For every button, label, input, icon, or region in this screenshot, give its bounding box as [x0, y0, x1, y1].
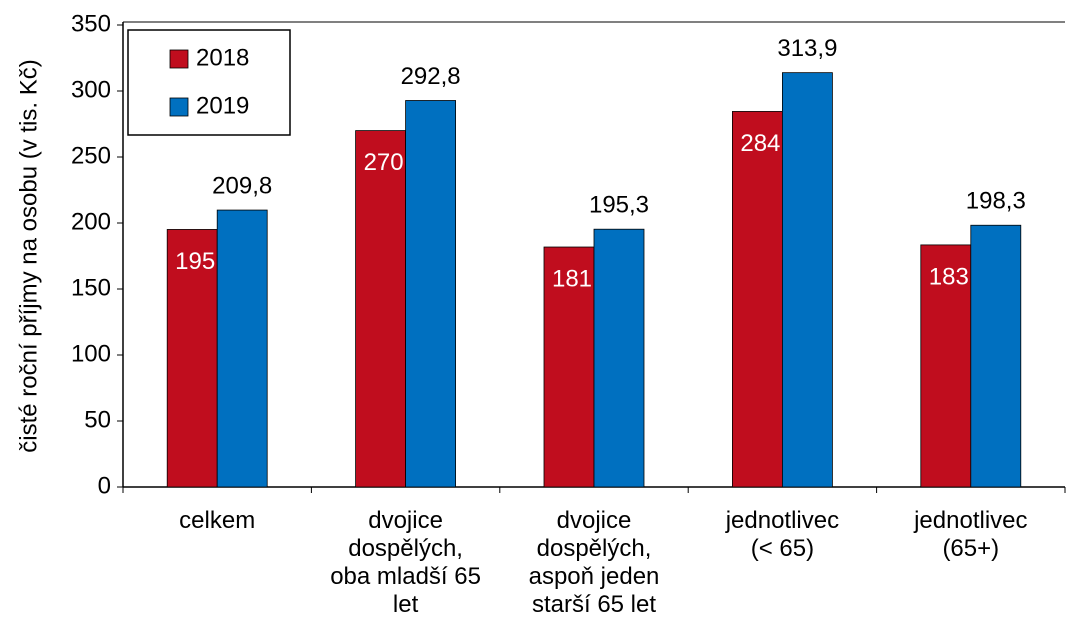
y-tick-label: 350: [71, 10, 111, 37]
data-label: 292,8: [401, 63, 461, 90]
data-label: 198,3: [966, 188, 1026, 215]
y-tick-label: 50: [84, 406, 111, 433]
y-tick-label: 0: [98, 472, 111, 499]
legend-label: 2019: [196, 92, 249, 119]
data-label: 209,8: [212, 172, 272, 199]
legend-swatch: [169, 97, 189, 117]
y-axis-label: čisté roční příjmy na osobu (v tis. Kč): [15, 59, 42, 452]
legend-swatch: [169, 49, 189, 69]
x-tick-label: celkem: [179, 507, 256, 534]
bar: [355, 130, 407, 488]
x-tick-label: jednotlivec (65+): [914, 507, 1028, 562]
bar: [970, 224, 1022, 488]
bar: [920, 244, 972, 488]
y-tick-label: 300: [71, 76, 111, 103]
legend-label: 2018: [196, 44, 249, 71]
bar: [782, 72, 833, 488]
x-tick-label: jednotlivec (< 65): [725, 507, 840, 562]
x-tick-label: dvojice dospělých, aspoň jeden starší 65…: [528, 507, 660, 618]
y-tick-label: 250: [71, 142, 111, 169]
data-label: 313,9: [777, 35, 837, 62]
bar: [593, 228, 645, 488]
legend-box: [127, 29, 291, 136]
bar: [216, 209, 268, 488]
bar: [405, 100, 457, 488]
bar: [732, 111, 783, 488]
bar: [543, 246, 595, 488]
bar: [166, 229, 218, 488]
x-tick-label: dvojice dospělých, oba mladší 65 let: [330, 507, 481, 618]
y-tick-label: 200: [71, 208, 111, 235]
y-tick-label: 150: [71, 274, 111, 301]
y-tick-label: 100: [71, 340, 111, 367]
data-label: 195,3: [589, 192, 649, 219]
